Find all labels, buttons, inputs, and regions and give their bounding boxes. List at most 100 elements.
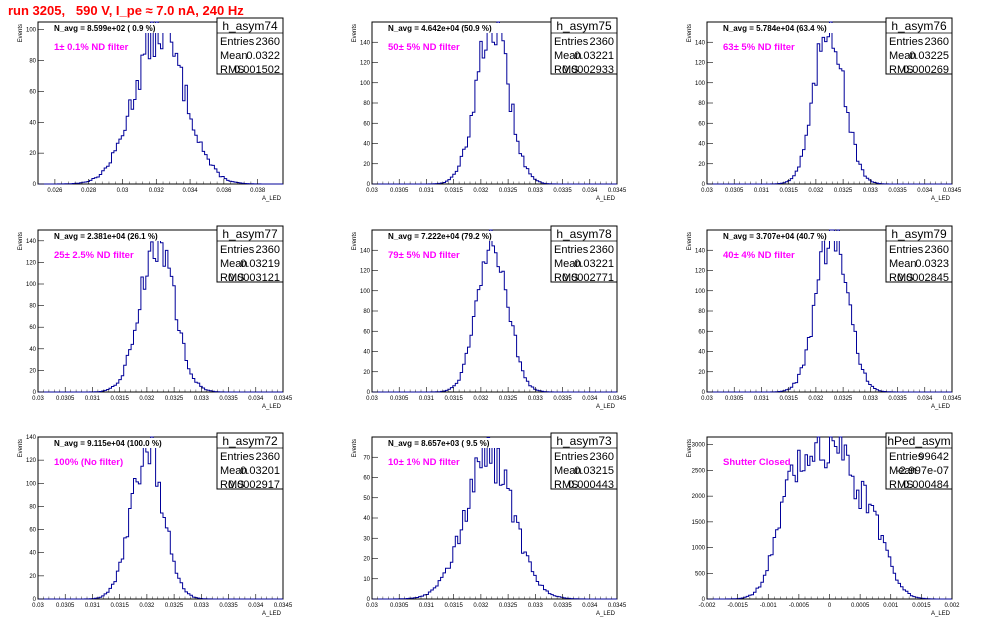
histogram-panel: 0.026 0.028 0.03 0.032 0.034 0.036 0.038 0 20 40 6… — [18, 17, 284, 202]
stats-value: 0.000484 — [903, 479, 949, 491]
x-tick-label: 0.0305 — [390, 396, 409, 402]
annotation-box — [52, 231, 224, 241]
x-tick-label: 0.032 — [139, 396, 155, 402]
stats-key: Mean — [889, 465, 917, 477]
y-tick-label: 140 — [360, 248, 371, 254]
x-axis-label: A_LED — [931, 404, 951, 410]
stats-key: Entries — [889, 36, 924, 48]
y-tick-label: 140 — [695, 40, 706, 46]
stats-key: Mean — [220, 50, 248, 62]
x-axis-label: A_LED — [262, 611, 282, 617]
y-tick-label: 80 — [363, 101, 370, 107]
y-tick-label: 60 — [363, 329, 370, 335]
y-tick-label: 100 — [26, 28, 37, 34]
x-axis-label: A_LED — [596, 404, 616, 410]
x-tick-label: 0.0345 — [608, 188, 627, 194]
stats-value: 2360 — [925, 36, 949, 48]
stats-key: Entries — [554, 451, 589, 463]
stats-key: RMS — [554, 479, 578, 491]
x-tick-label: 0.0305 — [725, 188, 744, 194]
histogram-panel: 0.03 0.0305 0.031 0.0315 0.032 0.0325 0.033 0.0… — [18, 432, 293, 617]
y-tick-label: 20 — [29, 368, 36, 374]
y-tick-label: 0 — [367, 182, 371, 188]
x-tick-label: -0.0005 — [789, 603, 810, 609]
x-tick-label: 0.0315 — [779, 188, 798, 194]
x-tick-label: 0.001 — [883, 603, 899, 609]
x-tick-label: 0.0335 — [553, 603, 572, 609]
y-tick-label: 80 — [29, 304, 36, 310]
x-tick-label: 0.031 — [754, 188, 770, 194]
x-tick-label: 0.031 — [85, 603, 101, 609]
x-tick-label: 0.0015 — [912, 603, 931, 609]
histogram-line — [38, 21, 283, 185]
x-tick-label: 0.0305 — [390, 603, 409, 609]
histogram-panel: 0.03 0.0305 0.031 0.0315 0.032 0.0325 0.033 0.0… — [352, 225, 627, 410]
histogram-line — [372, 21, 617, 185]
n-avg-annotation: N_avg = 5.784e+04 (63.4 %) — [723, 24, 827, 33]
n-avg-annotation: N_avg = 7.222e+04 (79.2 %) — [388, 232, 492, 241]
x-tick-label: -0.001 — [760, 603, 778, 609]
x-tick-label: 0.0345 — [608, 396, 627, 402]
y-tick-label: 2500 — [692, 468, 706, 474]
y-tick-label: 100 — [26, 282, 37, 288]
y-tick-label: 60 — [29, 325, 36, 331]
stats-key: RMS — [220, 64, 244, 76]
x-tick-label: 0.03 — [117, 188, 129, 194]
annotation-box — [386, 23, 558, 33]
y-tick-label: 60 — [29, 89, 36, 95]
y-axis-label: Events — [352, 232, 358, 250]
stats-value: 0.03225 — [909, 50, 949, 62]
x-tick-label: 0.0315 — [444, 188, 463, 194]
stats-key: Mean — [554, 258, 582, 270]
n-avg-annotation: N_avg = 9.115e+04 (100.0 %) — [54, 439, 162, 448]
x-tick-label: 0.0315 — [444, 396, 463, 402]
y-axis-label: Events — [18, 24, 24, 42]
y-tick-label: 80 — [29, 504, 36, 510]
x-tick-label: 0.032 — [808, 188, 824, 194]
x-tick-label: 0.0305 — [390, 188, 409, 194]
filter-label: Shutter Closed — [723, 457, 791, 468]
stats-box — [550, 17, 618, 75]
y-tick-label: 100 — [695, 289, 706, 295]
y-tick-label: 100 — [360, 289, 371, 295]
x-tick-label: 0.03 — [32, 396, 44, 402]
stats-value: 0.0323 — [915, 258, 949, 270]
x-tick-label: 0.026 — [47, 188, 63, 194]
filter-label: 10± 1% ND filter — [388, 457, 460, 468]
x-tick-label: 0.0325 — [165, 603, 184, 609]
x-tick-label: 0.033 — [528, 188, 544, 194]
y-tick-label: 30 — [363, 536, 370, 542]
x-tick-label: 0.002 — [944, 603, 960, 609]
x-tick-label: 0.0315 — [444, 603, 463, 609]
x-tick-label: 0.0335 — [888, 188, 907, 194]
y-tick-label: 140 — [360, 40, 371, 46]
stats-value: 2360 — [256, 451, 280, 463]
x-tick-label: 0.032 — [149, 188, 165, 194]
y-tick-label: 80 — [363, 309, 370, 315]
y-tick-label: 120 — [26, 260, 37, 266]
x-tick-label: 0.0325 — [834, 188, 853, 194]
y-tick-label: 2000 — [692, 494, 706, 500]
y-axis-label: Events — [18, 439, 24, 457]
y-tick-label: 60 — [698, 329, 705, 335]
y-tick-label: 120 — [360, 269, 371, 275]
x-tick-label: 0.034 — [248, 603, 264, 609]
y-tick-label: 40 — [363, 516, 370, 522]
y-tick-label: 40 — [363, 350, 370, 356]
y-tick-label: 40 — [29, 120, 36, 126]
annotation-box — [721, 23, 893, 33]
y-axis-label: Events — [352, 439, 358, 457]
histogram-name: h_asym77 — [222, 227, 278, 241]
y-tick-label: 20 — [29, 151, 36, 157]
x-tick-label: 0.0325 — [499, 603, 518, 609]
stats-box — [885, 432, 953, 490]
stats-value: 0.03201 — [240, 465, 280, 477]
filter-label: 50± 5% ND filter — [388, 42, 460, 53]
y-tick-label: 20 — [698, 370, 705, 376]
histogram-panel: 0.03 0.0305 0.031 0.0315 0.032 0.0325 0.033 0.0… — [18, 225, 293, 410]
y-tick-label: 10 — [363, 577, 370, 583]
y-tick-label: 0 — [367, 390, 371, 396]
y-tick-label: 3000 — [692, 443, 706, 449]
stats-key: Mean — [889, 50, 917, 62]
x-tick-label: 0.0005 — [851, 603, 870, 609]
